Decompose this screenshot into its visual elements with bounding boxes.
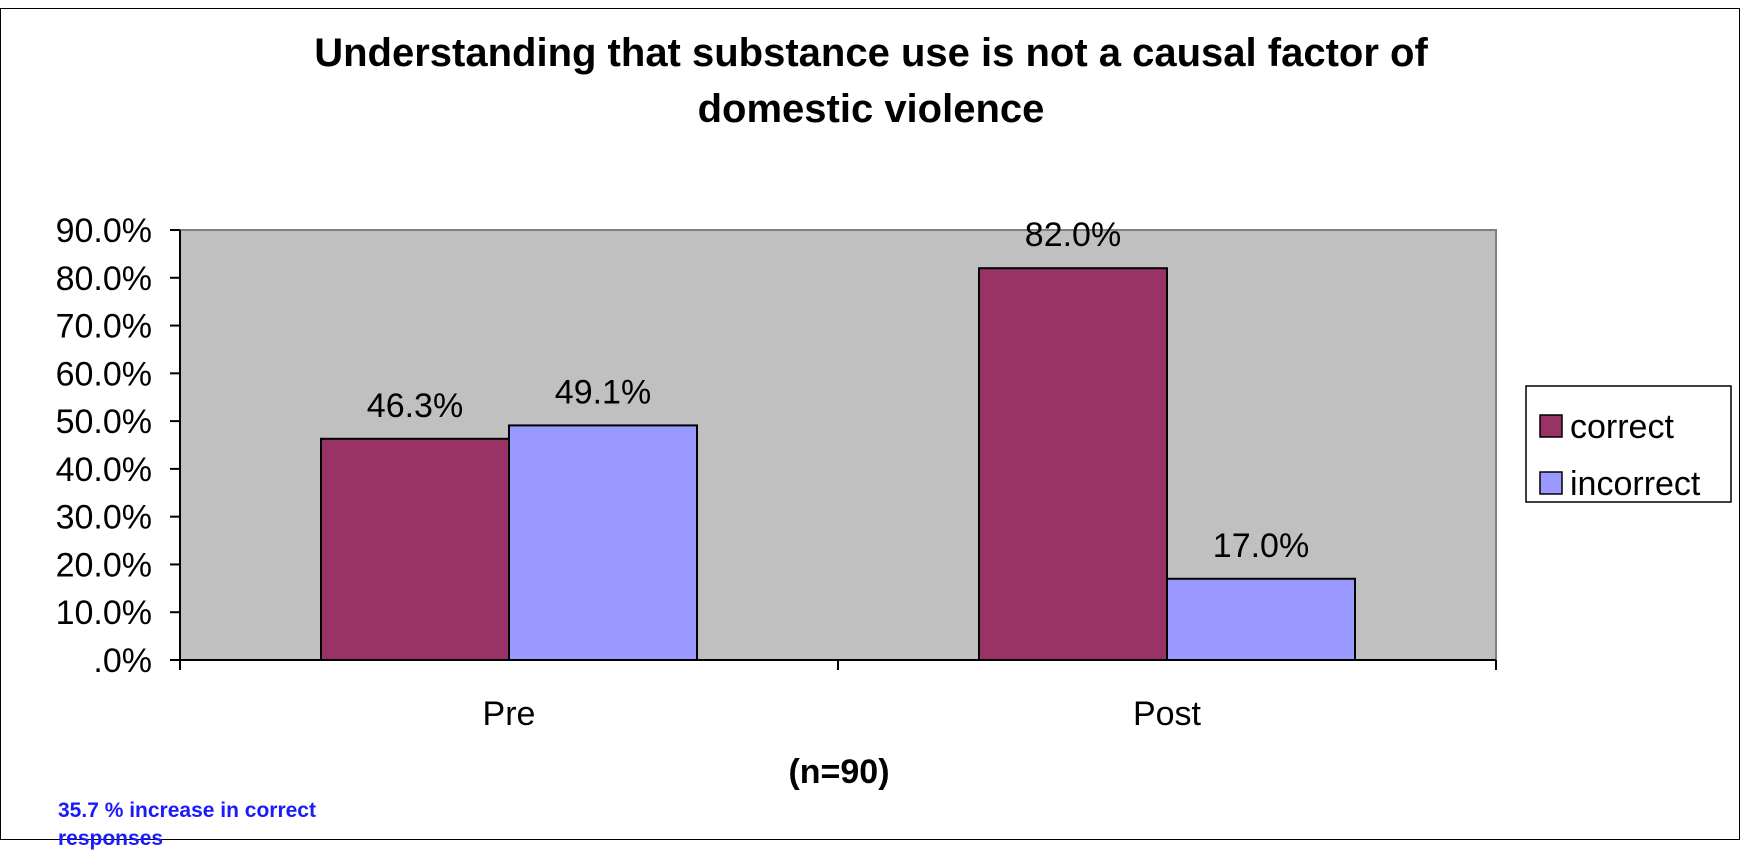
x-axis: Pre Post (179, 659, 1497, 733)
legend: correct incorrect (1525, 385, 1732, 503)
annotation-note: 35.7 % increase in correct responses (58, 799, 316, 850)
legend-label-correct: correct (1570, 408, 1674, 446)
data-label: 46.3% (367, 387, 463, 425)
y-tick-label: 30.0% (56, 499, 152, 537)
bars: 46.3% 49.1% 82.0% 17.0% (320, 216, 1356, 661)
y-tick-label: 40.0% (56, 451, 152, 489)
bar-incorrect (1166, 577, 1356, 661)
x-category-label: Post (1133, 695, 1202, 733)
y-tick-label: 70.0% (56, 308, 152, 346)
bar-incorrect (508, 424, 698, 661)
bar-correct (978, 267, 1168, 661)
y-tick-label: 60.0% (56, 355, 152, 393)
x-category-label: Pre (483, 695, 536, 733)
y-tick-label: 20.0% (56, 546, 152, 584)
bar-chart: Understanding that substance use is not … (56, 31, 1732, 791)
y-tick-label: 10.0% (56, 594, 152, 632)
y-tick-label: 80.0% (56, 260, 152, 298)
y-axis: .0% 10.0% 20.0% 30.0% 40.0% 50.0% 60.0% 70.0% 80… (56, 212, 181, 680)
chart-title: Understanding that substance use is not … (314, 31, 1428, 131)
x-axis-label: (n=90) (788, 753, 889, 791)
data-label: 82.0% (1025, 216, 1121, 254)
bar-correct (320, 437, 510, 661)
chart-title-line: Understanding that substance use is not … (314, 31, 1428, 75)
y-tick-label: 90.0% (56, 212, 152, 250)
y-tick-label: .0% (93, 642, 152, 680)
legend-swatch-correct (1539, 414, 1563, 438)
y-tick-label: 50.0% (56, 403, 152, 441)
data-label: 17.0% (1213, 527, 1309, 565)
data-label: 49.1% (555, 373, 651, 411)
chart-frame: Understanding that substance use is not … (0, 8, 1740, 850)
chart-title-line: domestic violence (698, 87, 1045, 131)
legend-swatch-incorrect (1539, 471, 1563, 495)
legend-label-incorrect: incorrect (1570, 465, 1701, 503)
